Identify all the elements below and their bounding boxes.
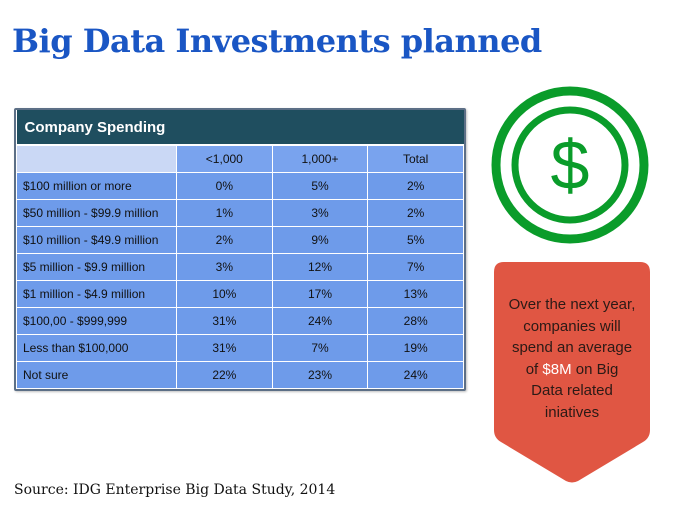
- table-row: Not sure 22% 23% 24%: [16, 361, 464, 389]
- dollar-coin-icon: $: [491, 86, 649, 244]
- table-row: $100,00 - $999,999 31% 24% 28%: [16, 307, 464, 335]
- row-label: Less than $100,000: [16, 334, 177, 362]
- table-row: Less than $100,000 31% 7% 19%: [16, 334, 464, 362]
- row-label: Not sure: [16, 361, 177, 389]
- table-row: $50 million - $99.9 million 1% 3% 2%: [16, 199, 464, 227]
- column-header: <1,000: [176, 144, 273, 173]
- row-label: $50 million - $99.9 million: [16, 199, 177, 227]
- source-note: Source: IDG Enterprise Big Data Study, 2…: [14, 482, 336, 498]
- table-cell: 19%: [367, 334, 464, 362]
- table-cell: 2%: [367, 172, 464, 200]
- table-cell: 24%: [367, 361, 464, 389]
- coin-outer-ring: [491, 86, 649, 244]
- page-title: Big Data Investments planned: [12, 22, 542, 60]
- table-row: $100 million or more 0% 5% 2%: [16, 172, 464, 200]
- table-cell: 5%: [367, 226, 464, 254]
- table-cell: 7%: [271, 334, 369, 362]
- column-header: 1,000+: [271, 144, 369, 173]
- header-corner: [16, 144, 177, 173]
- callout-shape: [494, 262, 650, 483]
- row-label: $5 million - $9.9 million: [16, 253, 177, 281]
- table-cell: 22%: [176, 361, 273, 389]
- table-cell: 31%: [176, 307, 273, 335]
- spending-table: Company Spending <1,000 1,000+ Total $10…: [14, 108, 466, 391]
- table-cell: 10%: [176, 280, 273, 308]
- coin-inner-ring: [511, 106, 629, 224]
- row-label: $10 million - $49.9 million: [16, 226, 177, 254]
- table-title-row: Company Spending: [16, 110, 464, 146]
- row-label: $100,00 - $999,999: [16, 307, 177, 335]
- callout-highlight: $8M: [542, 360, 572, 378]
- table-cell: 23%: [271, 361, 369, 389]
- table-row: $10 million - $49.9 million 2% 9% 5%: [16, 226, 464, 254]
- table-cell: 12%: [271, 253, 369, 281]
- column-header-row: <1,000 1,000+ Total: [16, 144, 464, 173]
- table-cell: 3%: [271, 199, 369, 227]
- table-cell: 7%: [367, 253, 464, 281]
- row-label: $1 million - $4.9 million: [16, 280, 177, 308]
- table-cell: 2%: [367, 199, 464, 227]
- table-cell: 31%: [176, 334, 273, 362]
- callout-text: Over the next year, companies will spend…: [508, 294, 636, 423]
- table-title: Company Spending: [16, 110, 464, 146]
- table-cell: 0%: [176, 172, 273, 200]
- table-cell: 9%: [271, 226, 369, 254]
- column-header: Total: [367, 144, 464, 173]
- table-row: $5 million - $9.9 million 3% 12% 7%: [16, 253, 464, 281]
- table-cell: 13%: [367, 280, 464, 308]
- table-cell: 28%: [367, 307, 464, 335]
- row-label: $100 million or more: [16, 172, 177, 200]
- table-cell: 24%: [271, 307, 369, 335]
- table-cell: 5%: [271, 172, 369, 200]
- table-cell: 3%: [176, 253, 273, 281]
- table-cell: 17%: [271, 280, 369, 308]
- table-cell: 2%: [176, 226, 273, 254]
- table-cell: 1%: [176, 199, 273, 227]
- dollar-symbol: $: [551, 126, 590, 204]
- callout-text-before: Over the next year, companies will spend…: [508, 296, 636, 378]
- callout-text-after: on Big Data related iniatives: [531, 360, 619, 421]
- table-row: $1 million - $4.9 million 10% 17% 13%: [16, 280, 464, 308]
